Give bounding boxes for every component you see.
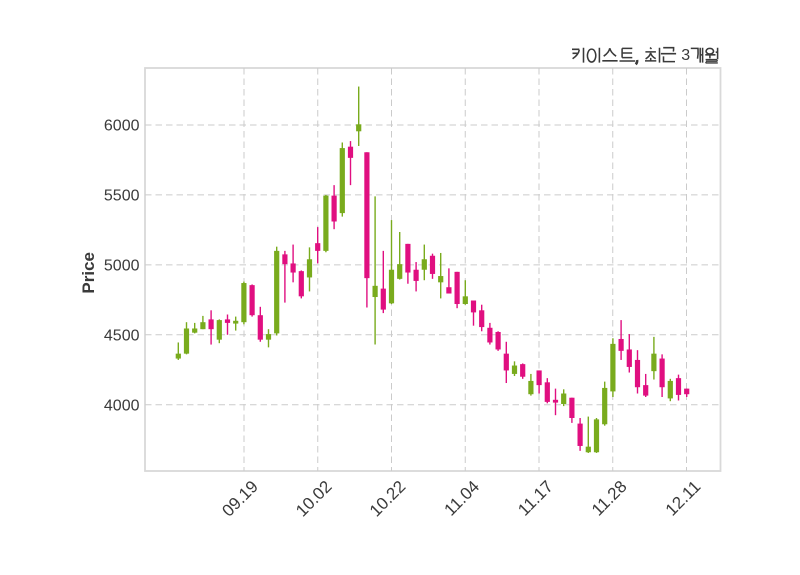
svg-text:5500: 5500 bbox=[104, 188, 140, 205]
svg-text:6000: 6000 bbox=[104, 118, 140, 135]
svg-text:Price: Price bbox=[79, 252, 98, 294]
svg-text:5000: 5000 bbox=[104, 257, 140, 274]
svg-text:3: 3 bbox=[681, 47, 690, 64]
svg-text:4000: 4000 bbox=[104, 397, 140, 414]
svg-text:4500: 4500 bbox=[104, 327, 140, 344]
